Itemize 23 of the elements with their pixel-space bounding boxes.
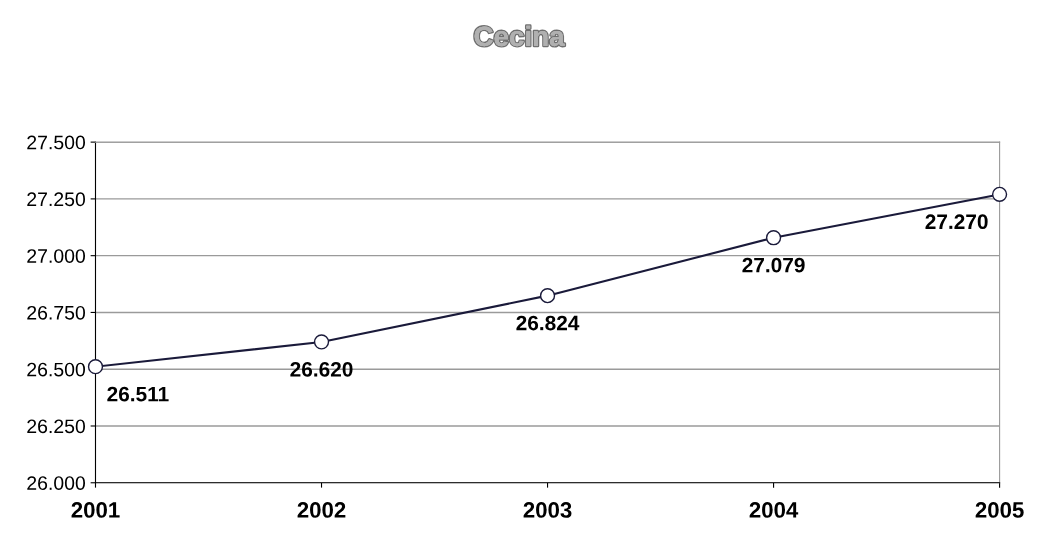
y-tick-label: 27.250: [27, 192, 86, 207]
x-tick-label: 2004: [749, 502, 799, 518]
point: [87, 359, 104, 375]
y-tick-label: 26.500: [27, 362, 86, 377]
y-tick-label: 27.500: [27, 135, 86, 150]
y-tick-label: 26.000: [27, 476, 86, 491]
x-tick-label: 2001: [71, 502, 120, 518]
data-label: 27.270: [925, 214, 988, 230]
chart-title: Cecina: [474, 25, 565, 47]
x-tick-label: 2003: [523, 502, 572, 518]
data-label: 27.079: [742, 257, 805, 273]
point: [991, 186, 1008, 202]
point: [765, 230, 782, 246]
point: [539, 288, 556, 304]
y-tick-label: 26.250: [27, 419, 86, 434]
data-label: 26.620: [290, 361, 353, 377]
y-tick-label: 27.000: [27, 249, 86, 263]
x-tick-label: 2005: [975, 502, 1024, 518]
x-tick-label: 2002: [297, 502, 346, 518]
y-tick-label: 26.750: [27, 305, 86, 320]
point: [313, 334, 330, 350]
data-label: 26.511: [107, 386, 169, 402]
data-label: 26.824: [516, 315, 580, 331]
